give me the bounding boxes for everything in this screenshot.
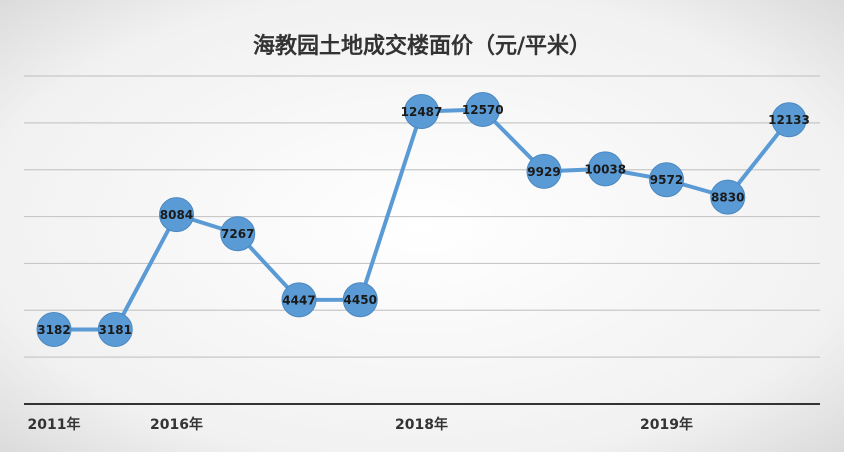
x-tick-label: 2018年 bbox=[395, 416, 448, 433]
data-label: 9929 bbox=[527, 165, 560, 179]
data-label: 12133 bbox=[768, 113, 810, 127]
point bbox=[710, 179, 746, 215]
data-label: 4447 bbox=[282, 293, 315, 307]
point bbox=[36, 311, 72, 347]
point bbox=[342, 282, 378, 318]
data-label: 4450 bbox=[344, 293, 377, 307]
point bbox=[159, 197, 194, 233]
chart-title: 海教园土地成交楼面价（元/平米） bbox=[253, 33, 591, 59]
point bbox=[587, 151, 623, 187]
data-label: 9572 bbox=[650, 173, 683, 187]
point bbox=[281, 282, 317, 318]
point bbox=[404, 93, 439, 129]
x-tick-label: 2011年 bbox=[28, 416, 81, 433]
point bbox=[649, 162, 684, 198]
data-label: 12570 bbox=[462, 103, 504, 117]
point bbox=[97, 311, 133, 347]
point bbox=[771, 102, 807, 138]
data-label: 8084 bbox=[160, 208, 193, 222]
point bbox=[465, 92, 501, 128]
x-tick-label: 2016年 bbox=[150, 416, 203, 433]
data-label: 10038 bbox=[584, 162, 626, 176]
data-label: 3181 bbox=[99, 323, 132, 337]
data-label: 8830 bbox=[711, 191, 744, 205]
data-label: 3182 bbox=[37, 323, 70, 337]
data-label: 12487 bbox=[401, 105, 443, 119]
x-tick-label: 2019年 bbox=[640, 416, 693, 433]
point bbox=[220, 216, 256, 252]
point bbox=[526, 153, 562, 189]
data-label: 7267 bbox=[221, 227, 254, 241]
